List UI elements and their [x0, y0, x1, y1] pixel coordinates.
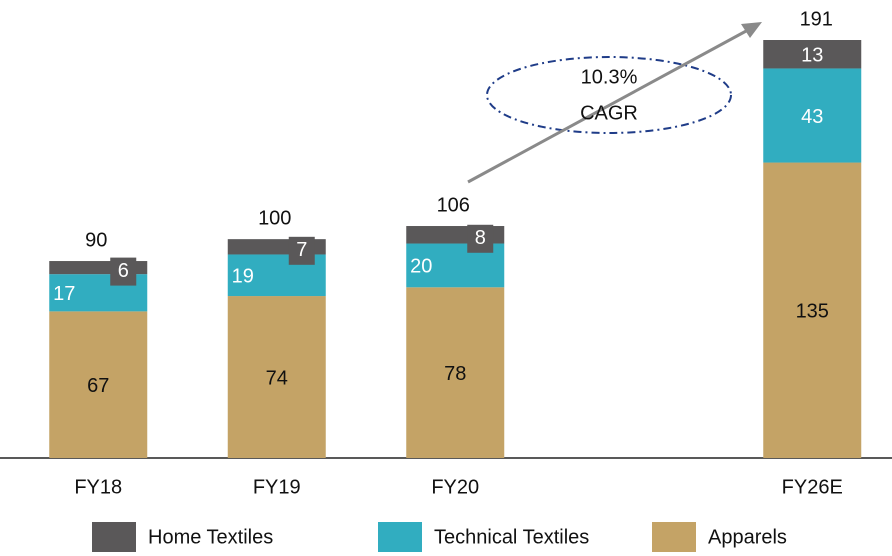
data-label: 74 [266, 367, 288, 389]
data-label: 43 [801, 106, 823, 128]
total-label: 90 [85, 229, 107, 251]
label-box [110, 257, 137, 286]
bar-segment [763, 162, 862, 458]
bar-segment [763, 68, 862, 163]
data-label: 7 [296, 239, 307, 261]
legend-label: Technical Textiles [434, 526, 589, 548]
total-label: 106 [437, 194, 470, 216]
cagr-arrow [467, 28, 749, 184]
label-box [467, 224, 494, 253]
annotation-line: 10.3% [581, 66, 638, 88]
x-tick-label: FY19 [253, 476, 301, 498]
x-tick-label: FY18 [74, 476, 122, 498]
bar-segment [763, 40, 862, 69]
data-label: 78 [444, 363, 466, 385]
total-label: 100 [258, 207, 291, 229]
legend-label: Apparels [708, 526, 787, 548]
data-label: 13 [801, 45, 823, 67]
legend-swatch [652, 522, 696, 552]
data-label: 67 [87, 375, 109, 397]
data-label: 20 [410, 256, 432, 278]
x-tick-label: FY26E [782, 476, 843, 498]
annotation-line: CAGR [580, 102, 638, 124]
legend-swatch [378, 522, 422, 552]
data-label: 8 [475, 227, 486, 249]
bar-segment [49, 311, 148, 458]
data-label: 19 [232, 266, 254, 288]
total-label: 191 [800, 8, 833, 30]
data-label: 6 [118, 260, 129, 282]
bar-segment [406, 287, 505, 458]
legend-label: Home Textiles [148, 526, 273, 548]
bar-segment [227, 296, 326, 458]
legend-swatch [92, 522, 136, 552]
data-label: 135 [796, 301, 829, 323]
arrow-head [741, 22, 762, 38]
data-label: 17 [53, 283, 75, 305]
label-box [288, 236, 315, 265]
cagr-ellipse [486, 56, 732, 134]
x-tick-label: FY20 [431, 476, 479, 498]
